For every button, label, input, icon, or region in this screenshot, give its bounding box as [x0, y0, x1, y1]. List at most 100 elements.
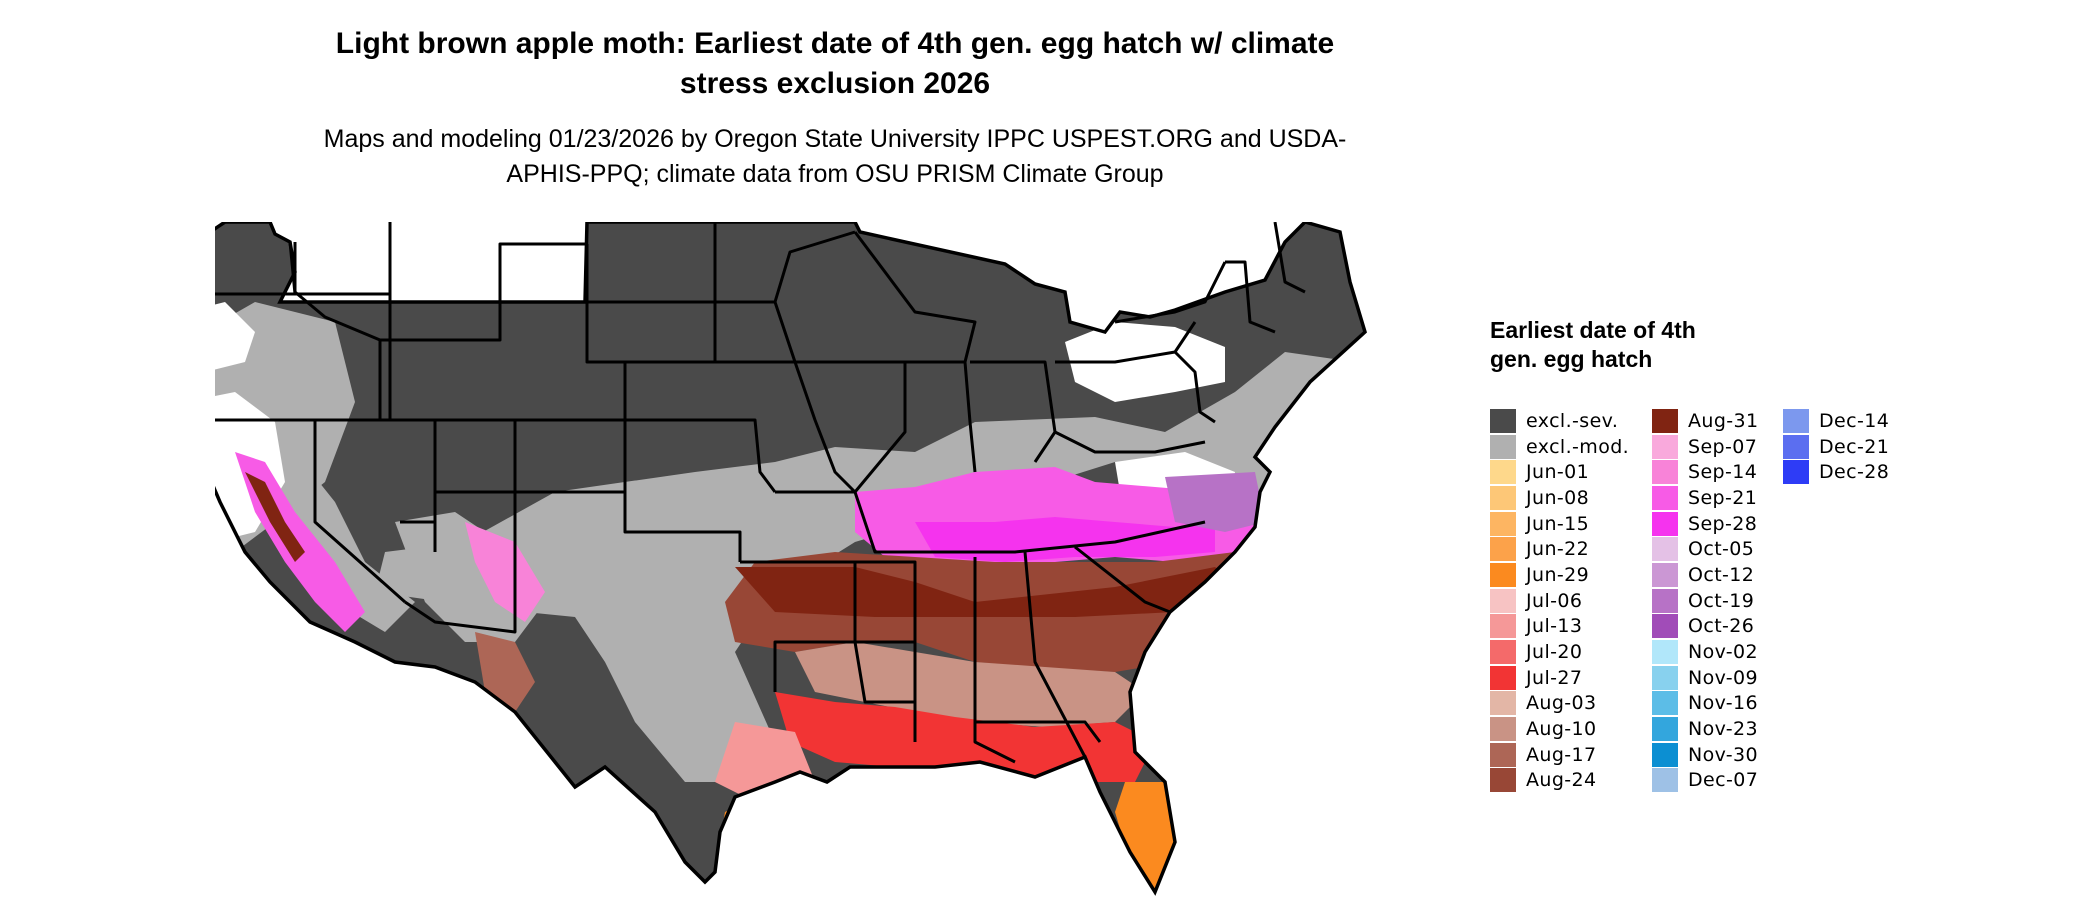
legend-item: Jul-27 [1490, 665, 1629, 691]
border-nc-sc [1074, 545, 1171, 614]
legend-swatch [1652, 408, 1678, 433]
legend-label: Nov-30 [1688, 743, 1759, 766]
legend-item: Nov-23 [1652, 716, 1759, 742]
legend-swatch [1652, 434, 1678, 459]
legend-swatch [1652, 640, 1678, 665]
legend-column: Aug-31 Sep-07 Sep-14 Sep-21 Sep-28 Oct-05 Oct-… [1652, 408, 1759, 793]
border-pa [1055, 321, 1197, 364]
legend-item: Dec-14 [1783, 408, 1889, 434]
legend-swatch [1783, 408, 1809, 433]
legend-label: Dec-14 [1819, 409, 1890, 432]
legend-swatch [1490, 434, 1516, 459]
legend-swatch [1652, 485, 1678, 510]
border-ga-fl [1023, 551, 1087, 758]
border-nv-az [400, 492, 437, 524]
legend-swatch [1490, 511, 1516, 536]
legend-swatch [1490, 562, 1516, 587]
legend-item: Dec-21 [1783, 434, 1889, 460]
legend-item: Jun-29 [1490, 562, 1629, 588]
legend-label: Sep-21 [1688, 486, 1758, 509]
legend-item: Jul-06 [1490, 588, 1629, 614]
legend-label: excl.-sev. [1526, 409, 1619, 432]
zone-ca-aug [245, 472, 305, 562]
legend-swatch [1490, 665, 1516, 690]
legend-swatch [1490, 742, 1516, 767]
legend-title: Earliest date of 4th gen. egg hatch [1490, 317, 1696, 372]
legend-item: Oct-26 [1652, 614, 1759, 640]
legend-item: excl.-sev. [1490, 408, 1629, 434]
us-outline [215, 222, 1367, 896]
border-nj-md [1173, 350, 1216, 424]
legend-swatch [1652, 460, 1678, 485]
border-wi-mi [853, 231, 977, 363]
map-subtitle: Maps and modeling 01/23/2026 by Oregon S… [323, 125, 1347, 188]
legend-item: Jul-13 [1490, 614, 1629, 640]
legend-label: excl.-mod. [1526, 435, 1630, 458]
legend-label: Oct-12 [1688, 563, 1755, 586]
zone-excl-mod [375, 352, 1355, 782]
legend-swatch [1490, 408, 1516, 433]
legend-label: Jun-29 [1526, 563, 1590, 586]
legend-item: Nov-02 [1652, 639, 1759, 665]
zone-excl-mod-california [245, 422, 415, 632]
legend-label: Nov-02 [1688, 641, 1759, 664]
legend-swatch [1783, 460, 1809, 485]
legend-item: Sep-21 [1652, 485, 1759, 511]
border-me [1273, 222, 1306, 294]
legend-item: Oct-05 [1652, 536, 1759, 562]
legend-label: Jul-13 [1526, 615, 1583, 638]
border-nm-tx-ok [515, 490, 742, 562]
border-wv-va [1054, 430, 1206, 454]
legend-label: Nov-16 [1688, 692, 1759, 715]
border-in [905, 360, 977, 473]
legend-label: Aug-03 [1526, 692, 1597, 715]
state-borders [215, 222, 1306, 764]
legend-swatch [1652, 768, 1678, 793]
legend-column: Dec-14 Dec-21 Dec-28 [1783, 408, 1889, 485]
legend-item: Dec-28 [1783, 459, 1889, 485]
legend-label: Jun-08 [1526, 486, 1590, 509]
legend-swatch [1652, 691, 1678, 716]
us-map [215, 222, 1367, 896]
zone-nonhabitat-nw [215, 302, 255, 372]
legend-swatch [1652, 742, 1678, 767]
legend-column: excl.-sev. excl.-mod. Jun-01 Jun-08 Jun-15 Ju… [1490, 408, 1629, 793]
legend-label: Dec-21 [1819, 435, 1890, 458]
legend-item: Aug-17 [1490, 742, 1629, 768]
legend-label: Jun-15 [1526, 512, 1590, 535]
border-mn-wi [773, 230, 856, 303]
legend-label: Jul-27 [1526, 666, 1583, 689]
legend-item: Nov-09 [1652, 665, 1759, 691]
legend-label: Aug-17 [1526, 743, 1597, 766]
legend-label: Aug-31 [1688, 409, 1759, 432]
border-tx-la [773, 640, 855, 692]
legend-swatch [1490, 588, 1516, 613]
legend-swatch [1490, 460, 1516, 485]
legend-label: Sep-28 [1688, 512, 1758, 535]
zone-jul [775, 692, 1155, 782]
border-ca-nv [313, 420, 406, 604]
border-mt-wy-nd [498, 242, 587, 340]
legend-swatch [1490, 537, 1516, 562]
legend-swatch [1652, 614, 1678, 639]
zone-aug-late [735, 567, 1235, 617]
zone-sw-sep [465, 522, 545, 622]
legend-item: Jul-20 [1490, 639, 1629, 665]
border-ny [1114, 261, 1227, 324]
legend-label: Dec-07 [1688, 769, 1759, 792]
legend-item: Nov-16 [1652, 691, 1759, 717]
legend-label: Sep-14 [1688, 461, 1758, 484]
border-vt-nh [1225, 260, 1276, 334]
legend-item: excl.-mod. [1490, 434, 1629, 460]
legend-label: Dec-28 [1819, 461, 1890, 484]
border-id [388, 222, 437, 552]
legend-label: Sep-07 [1688, 435, 1758, 458]
legend-swatch [1652, 665, 1678, 690]
legend-item: Nov-30 [1652, 742, 1759, 768]
border-mo-ar [775, 490, 915, 554]
legend-swatch [1490, 768, 1516, 793]
legend-swatch [1652, 588, 1678, 613]
zone-nonhabitat-lakes [1065, 322, 1225, 402]
legend-swatch [1652, 511, 1678, 536]
map-title: Light brown apple moth: Earliest date of… [335, 27, 1335, 100]
